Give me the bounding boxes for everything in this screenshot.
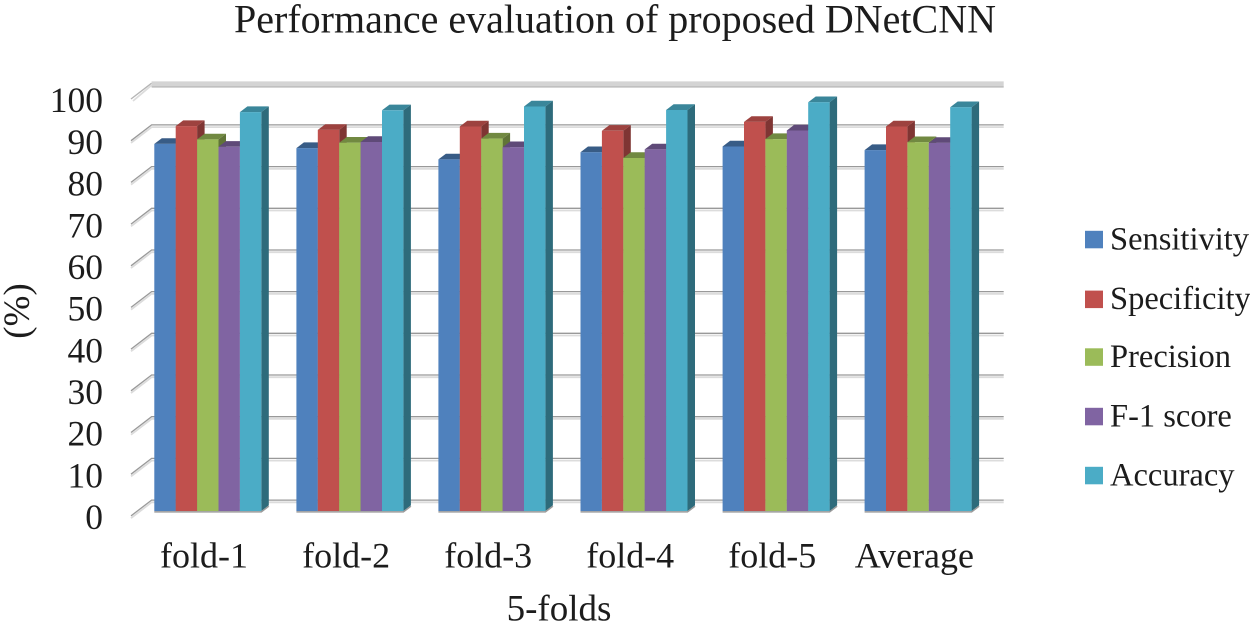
svg-text:40: 40 <box>68 330 104 370</box>
svg-text:Performance evaluation of prop: Performance evaluation of proposed DNetC… <box>234 0 996 42</box>
svg-text:100: 100 <box>50 80 103 120</box>
svg-text:60: 60 <box>68 247 104 287</box>
svg-text:fold-3: fold-3 <box>444 536 532 576</box>
svg-text:50: 50 <box>68 289 104 329</box>
svg-text:fold-1: fold-1 <box>160 536 248 576</box>
svg-text:30: 30 <box>68 372 104 412</box>
svg-text:0: 0 <box>85 497 103 537</box>
svg-text:80: 80 <box>68 164 104 204</box>
svg-text:90: 90 <box>68 122 104 162</box>
svg-text:Accuracy: Accuracy <box>1110 457 1235 493</box>
svg-text:70: 70 <box>68 205 104 245</box>
svg-text:20: 20 <box>68 414 104 454</box>
svg-text:F-1 score: F-1 score <box>1110 398 1232 434</box>
svg-text:Precision: Precision <box>1110 339 1231 375</box>
svg-text:fold-4: fold-4 <box>586 536 674 576</box>
svg-text:fold-2: fold-2 <box>302 536 390 576</box>
svg-text:(%): (%) <box>0 283 38 338</box>
svg-text:Sensitivity: Sensitivity <box>1110 221 1250 257</box>
svg-text:10: 10 <box>68 455 104 495</box>
svg-text:fold-5: fold-5 <box>728 536 816 576</box>
svg-text:Specificity: Specificity <box>1110 281 1250 317</box>
svg-text:Average: Average <box>855 536 974 576</box>
svg-text:5-folds: 5-folds <box>507 589 612 630</box>
